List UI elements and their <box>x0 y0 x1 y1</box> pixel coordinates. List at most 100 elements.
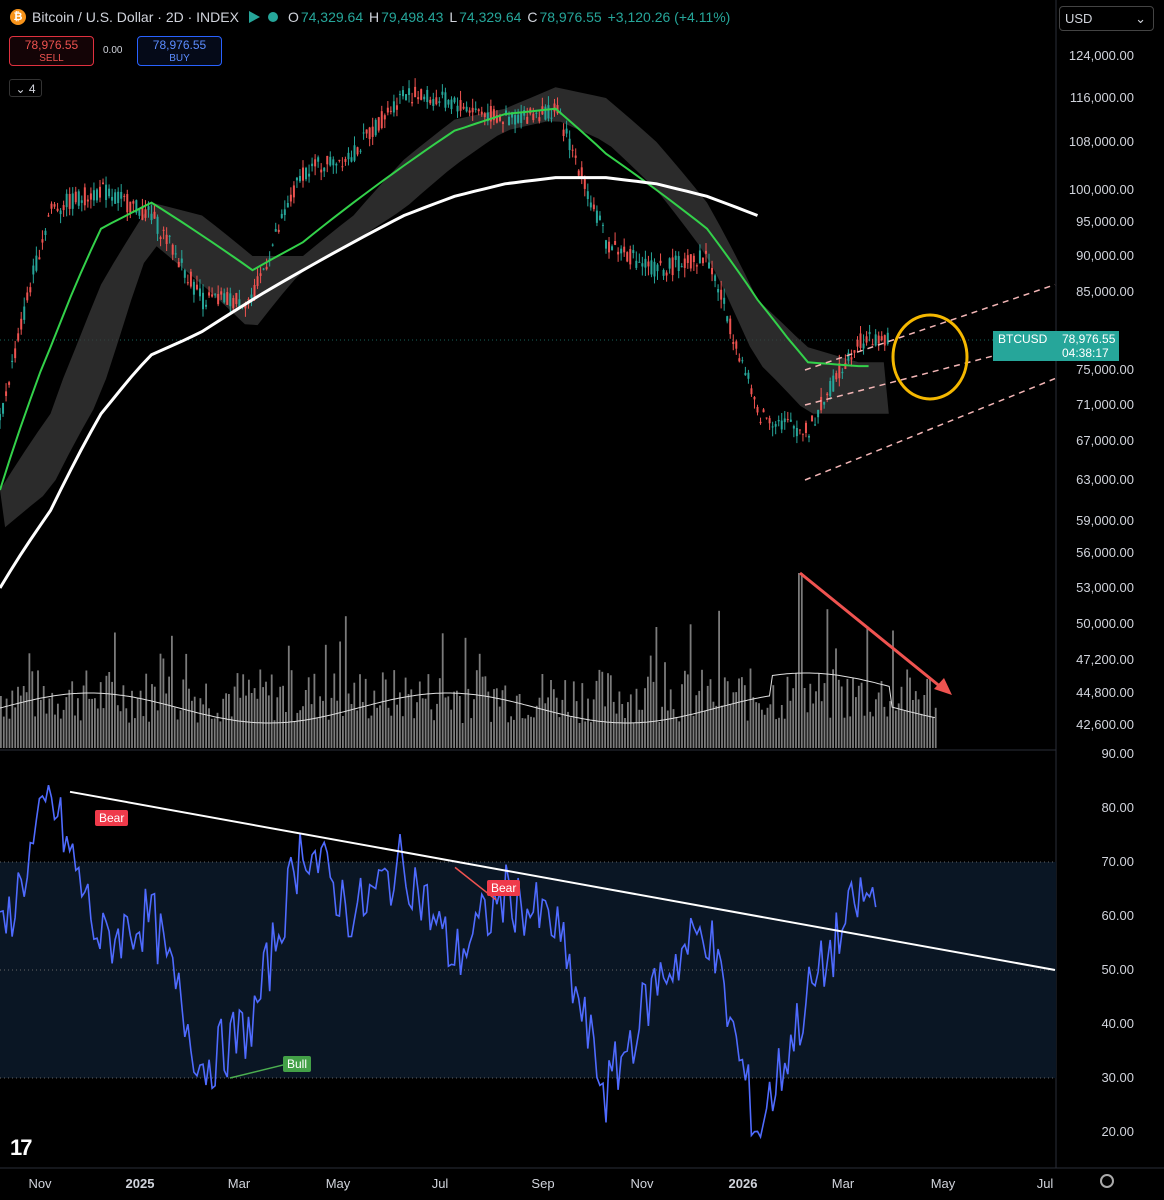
candle-body <box>220 291 223 295</box>
arrow-head-icon <box>934 678 952 695</box>
candle-body <box>501 122 504 124</box>
candle-body <box>198 288 201 297</box>
candle-body <box>683 258 686 268</box>
volume-bar <box>524 718 527 748</box>
candle-body <box>608 241 611 253</box>
volume-bar <box>401 716 404 748</box>
candle-body <box>38 257 41 260</box>
volume-bar <box>205 683 207 748</box>
volume-bar <box>775 719 777 748</box>
volume-bar <box>869 711 872 748</box>
volume-bar <box>743 685 746 748</box>
volume-bar <box>837 679 840 748</box>
time-tick: Mar <box>831 1176 855 1191</box>
rsi-pane[interactable] <box>0 785 1056 1140</box>
volume-bar <box>527 714 530 748</box>
symbol-title[interactable]: Bitcoin / U.S. Dollar · 2D · INDEX <box>32 9 239 25</box>
volume-bar <box>849 716 852 748</box>
tradingview-logo-icon[interactable]: 17 <box>10 1135 33 1160</box>
candle-body <box>623 246 626 253</box>
candle-body <box>68 193 71 209</box>
volume-bar <box>758 703 760 748</box>
candle-body <box>398 94 401 96</box>
candle-body <box>41 239 44 243</box>
volume-bar <box>780 705 783 748</box>
green-ma-line <box>0 107 869 491</box>
volume-bar <box>108 672 111 748</box>
volume-bar <box>886 716 889 748</box>
volume-bar <box>125 708 128 748</box>
candle-body <box>871 344 874 346</box>
candle-body <box>74 191 77 203</box>
volume-bar <box>894 710 897 748</box>
volume-bar <box>336 700 339 748</box>
price-tick: 95,000.00 <box>1076 214 1134 229</box>
candle-body <box>641 263 644 267</box>
time-tick: Mar <box>227 1176 251 1191</box>
volume-bar <box>131 690 133 748</box>
candle-body <box>335 163 338 166</box>
volume-bar <box>840 686 843 748</box>
volume-bar <box>359 674 361 748</box>
candle-body <box>138 209 141 216</box>
candle-body <box>226 292 229 305</box>
volume-bar <box>384 679 387 748</box>
volume-bar <box>79 720 82 748</box>
volume-bar <box>590 722 592 748</box>
candle-body <box>329 156 332 166</box>
candle-body <box>668 258 671 269</box>
volume-bar <box>304 690 307 748</box>
volume-bar <box>786 676 789 748</box>
volume-bar <box>612 701 615 748</box>
candle-body <box>859 333 862 348</box>
candle-body <box>247 299 250 301</box>
volume-bar <box>550 680 552 748</box>
buy-button[interactable]: 78,976.55 BUY <box>137 36 222 66</box>
candle-body <box>8 382 11 385</box>
volume-bar <box>672 709 675 748</box>
candle-body <box>414 86 417 98</box>
candle-body <box>326 155 329 165</box>
volume-bar <box>575 701 578 748</box>
volume-bar <box>624 718 626 748</box>
volume-bar <box>5 698 8 748</box>
candle-body <box>111 196 114 201</box>
candle-body <box>86 199 89 202</box>
volume-bar <box>116 705 119 748</box>
currency-select[interactable]: USD ⌄ <box>1059 6 1154 31</box>
candle-body <box>395 105 398 110</box>
candle-body <box>302 167 304 181</box>
volume-bar <box>153 686 156 748</box>
candle-body <box>56 208 59 211</box>
candle-body <box>617 251 620 255</box>
gear-icon[interactable] <box>1100 1174 1114 1188</box>
volume-bar <box>413 718 416 748</box>
ichimoku-cloud <box>0 87 889 528</box>
flag-icon[interactable] <box>248 11 260 23</box>
volume-bar <box>487 691 490 748</box>
volume-bar <box>820 701 823 748</box>
candle-body <box>708 262 711 269</box>
volume-bar <box>77 698 79 748</box>
volume-bar <box>909 677 911 748</box>
channel-lower <box>804 377 1056 481</box>
candle-body <box>847 352 850 361</box>
time-tick: May <box>325 1176 351 1191</box>
candle-body <box>453 97 456 103</box>
candle-body <box>77 191 80 206</box>
price-tick: 85,000.00 <box>1076 284 1134 299</box>
candle-body <box>732 341 735 345</box>
candle-body <box>801 433 804 435</box>
volume-bar <box>14 707 17 748</box>
volume-bar <box>444 697 447 748</box>
volume-bar <box>88 698 91 748</box>
candle-body <box>102 182 105 184</box>
volume-bar <box>655 627 658 748</box>
volume-bar <box>826 609 829 748</box>
indicators-toggle[interactable]: ⌄ 4 <box>9 79 42 97</box>
sell-button[interactable]: 78,976.55 SELL <box>9 36 94 66</box>
price-tick: 71,000.00 <box>1076 397 1134 412</box>
volume-bar <box>552 689 555 748</box>
time-tick: Sep <box>531 1176 555 1191</box>
